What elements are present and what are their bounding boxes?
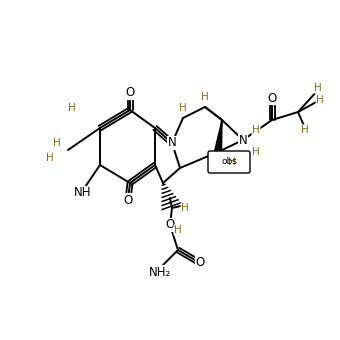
Text: H: H (179, 103, 187, 113)
Text: H: H (301, 125, 309, 135)
Text: N: N (239, 134, 248, 147)
Text: obs: obs (221, 157, 237, 167)
Text: H: H (252, 147, 260, 157)
FancyBboxPatch shape (208, 151, 250, 173)
Text: H: H (181, 203, 189, 213)
Text: O: O (165, 219, 175, 232)
Text: O: O (267, 91, 277, 104)
Text: H: H (68, 103, 76, 113)
Text: O: O (123, 193, 133, 206)
Text: NH₂: NH₂ (149, 266, 171, 278)
Text: H: H (174, 225, 182, 235)
Text: NH: NH (74, 187, 92, 200)
Text: H: H (201, 92, 209, 102)
Polygon shape (215, 120, 222, 152)
Text: O: O (195, 256, 205, 270)
Text: H: H (314, 83, 322, 93)
Text: H: H (46, 153, 54, 163)
Text: H: H (252, 125, 260, 135)
Text: H: H (316, 95, 324, 105)
Text: H: H (53, 138, 61, 148)
Text: N: N (168, 136, 176, 150)
Text: H: H (228, 157, 236, 167)
Text: O: O (125, 86, 135, 100)
